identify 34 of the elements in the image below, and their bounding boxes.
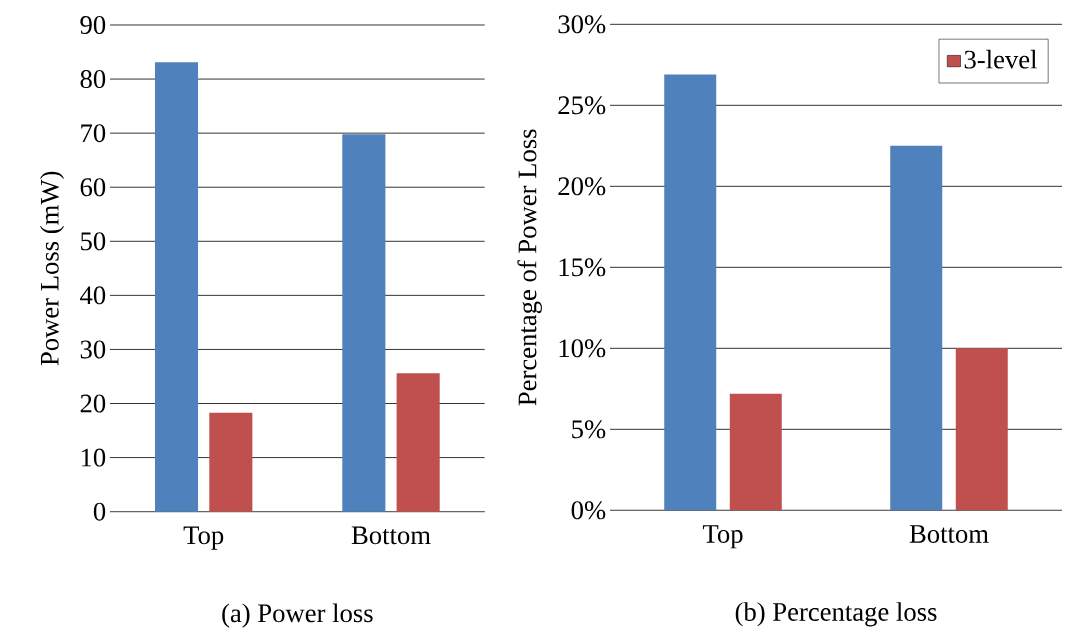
y-tick-label: 0 xyxy=(93,502,106,521)
y-tick-label: 90 xyxy=(80,16,106,35)
bar xyxy=(955,348,1008,511)
y-tick-label: 10 xyxy=(81,448,106,467)
y-tick-label: 0% xyxy=(571,501,606,520)
y-tick-label: 15% xyxy=(559,258,606,277)
y-tick-label: 30% xyxy=(558,15,606,34)
y-tick-label: 30 xyxy=(80,340,106,359)
x-tick-label: Top xyxy=(183,526,224,550)
bar xyxy=(396,373,440,512)
y-tick-label: 80 xyxy=(80,70,106,89)
y-tick-label: 5% xyxy=(572,420,606,439)
y-tick-label: 10% xyxy=(559,339,606,358)
bar xyxy=(729,393,782,511)
legend-label: 3-level xyxy=(964,50,1037,69)
bar xyxy=(154,62,199,512)
y-axis-title: Percentage of Power Loss xyxy=(517,129,542,406)
x-tick-label: Top xyxy=(702,525,743,549)
x-tick-label: Bottom xyxy=(909,525,989,544)
y-tick-label: 20% xyxy=(558,177,606,196)
bar xyxy=(890,146,943,511)
text: (b) Percentage loss xyxy=(735,602,937,627)
bar xyxy=(664,74,717,511)
bar xyxy=(209,412,253,512)
y-tick-label: 40 xyxy=(80,286,106,305)
y-tick-label: 70 xyxy=(81,124,106,143)
bar xyxy=(342,134,386,512)
y-tick-label: 50 xyxy=(81,232,106,251)
x-tick-label: Bottom xyxy=(351,526,431,545)
y-tick-label: 60 xyxy=(80,178,106,197)
text: (a) Power loss xyxy=(222,603,373,628)
y-tick-label: 25% xyxy=(558,96,606,115)
y-tick-label: 20 xyxy=(80,394,106,413)
y-axis-title: Power Loss (mW) xyxy=(39,171,65,366)
